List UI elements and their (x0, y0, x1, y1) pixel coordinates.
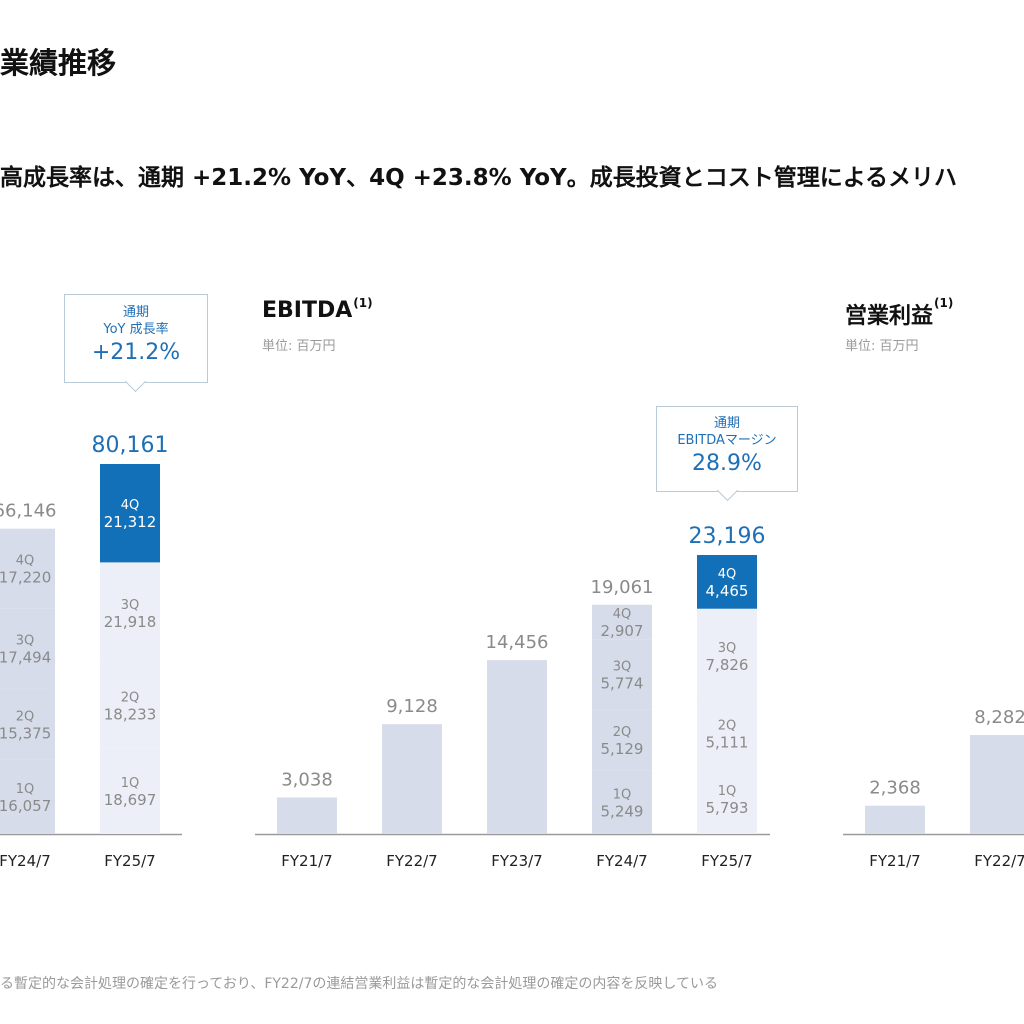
x-tick-label: FY23/7 (491, 852, 542, 870)
bar-total-label: 14,456 (486, 632, 549, 653)
segment-quarter-label: 3Q (718, 641, 737, 656)
callout-label: 通期 (713, 416, 740, 431)
bar-total-label: 19,061 (591, 577, 654, 598)
bar-total-label: 2,368 (869, 778, 921, 799)
bar (277, 797, 337, 834)
bar-segment-2q (697, 702, 757, 765)
bar-total-label: 9,128 (386, 696, 438, 717)
segment-value-label: 4,465 (706, 582, 749, 600)
bar-segment-4q (0, 528, 55, 609)
segment-value-label: 5,111 (706, 734, 749, 752)
bar-segment-4q (697, 555, 757, 609)
segment-quarter-label: 1Q (16, 782, 35, 797)
callout-value: 28.9% (692, 451, 762, 476)
ebitda-unit-label: 単位: 百万円 (262, 339, 336, 354)
x-tick-label: FY24/7 (596, 852, 647, 870)
footnote: る暫定的な会計処理の確定を行っており、FY22/7の連結営業利益は暫定的な会計処… (0, 976, 718, 992)
bar-segment-3q (697, 608, 757, 703)
bar-total-label: 8,282 (974, 707, 1024, 728)
segment-quarter-label: 2Q (718, 719, 737, 734)
x-tick-label: FY22/7 (974, 852, 1024, 870)
bar-segment-3q (592, 639, 652, 710)
bar-segment-3q (0, 608, 55, 689)
segment-quarter-label: 3Q (16, 634, 35, 649)
segment-value-label: 15,375 (0, 724, 51, 742)
page-title: 業績推移 (0, 46, 117, 80)
x-tick-label: FY25/7 (104, 852, 155, 870)
segment-quarter-label: 2Q (613, 725, 632, 740)
segment-value-label: 7,826 (706, 656, 749, 674)
x-tick-label: FY25/7 (701, 852, 752, 870)
x-tick-label: FY22/7 (386, 852, 437, 870)
segment-value-label: 2,907 (601, 622, 644, 640)
segment-value-label: 21,918 (104, 613, 157, 631)
segment-value-label: 5,793 (706, 799, 749, 817)
segment-value-label: 18,233 (104, 706, 157, 724)
segment-value-label: 16,057 (0, 797, 51, 815)
bar-total-label: 66,146 (0, 501, 56, 522)
bar (865, 805, 925, 834)
ebitda-chart-title: EBITDA(1) (262, 296, 373, 323)
bar-segment-1q (0, 759, 55, 834)
x-tick-label: FY21/7 (869, 852, 920, 870)
segment-quarter-label: 2Q (16, 709, 35, 724)
segment-quarter-label: 1Q (613, 787, 632, 802)
segment-value-label: 21,312 (104, 513, 157, 531)
bar-segment-4q (100, 464, 160, 563)
bar (487, 660, 547, 834)
bar-segment-1q (697, 764, 757, 834)
callout-label: 通期 (122, 305, 149, 320)
callout-value: +21.2% (91, 340, 181, 365)
segment-value-label: 18,697 (104, 791, 157, 809)
bar-segment-4q (592, 604, 652, 640)
bar-segment-1q (592, 770, 652, 834)
bar-segment-3q (100, 562, 160, 664)
segment-quarter-label: 1Q (121, 776, 140, 791)
segment-quarter-label: 4Q (613, 607, 632, 622)
callout-label: EBITDAマージン (677, 433, 777, 448)
bar-segment-2q (592, 709, 652, 771)
x-tick-label: FY21/7 (281, 852, 332, 870)
op-income-chart-title: 営業利益(1) (845, 296, 954, 329)
segment-value-label: 5,129 (601, 740, 644, 758)
segment-quarter-label: 4Q (121, 498, 140, 513)
callout-label: YoY 成長率 (103, 322, 169, 337)
x-tick-label: FY24/7 (0, 852, 51, 870)
segment-quarter-label: 2Q (121, 691, 140, 706)
revenue-growth-callout: 通期 YoY 成長率 +21.2% (64, 294, 208, 383)
op-income-unit-label: 単位: 百万円 (845, 339, 919, 354)
bar-total-label: 3,038 (281, 769, 333, 790)
bar-total-label-highlight: 23,196 (689, 524, 766, 549)
segment-quarter-label: 3Q (121, 598, 140, 613)
segment-quarter-label: 3Q (613, 659, 632, 674)
segment-value-label: 17,494 (0, 649, 51, 667)
bar (970, 735, 1024, 834)
bar-segment-2q (100, 663, 160, 748)
bar-total-label-highlight: 80,161 (92, 433, 169, 458)
segment-value-label: 5,249 (601, 802, 644, 820)
headline: 高成長率は、通期 +21.2% YoY、4Q +23.8% YoY。成長投資とコ… (0, 165, 958, 191)
ebitda-margin-callout: 通期 EBITDAマージン 28.9% (656, 406, 798, 492)
bar-segment-2q (0, 688, 55, 760)
segment-value-label: 5,774 (601, 674, 644, 692)
bar (382, 724, 442, 834)
segment-quarter-label: 4Q (16, 553, 35, 568)
segment-quarter-label: 1Q (718, 784, 737, 799)
bar-segment-1q (100, 747, 160, 834)
segment-value-label: 17,220 (0, 568, 51, 586)
segment-quarter-label: 4Q (718, 567, 737, 582)
